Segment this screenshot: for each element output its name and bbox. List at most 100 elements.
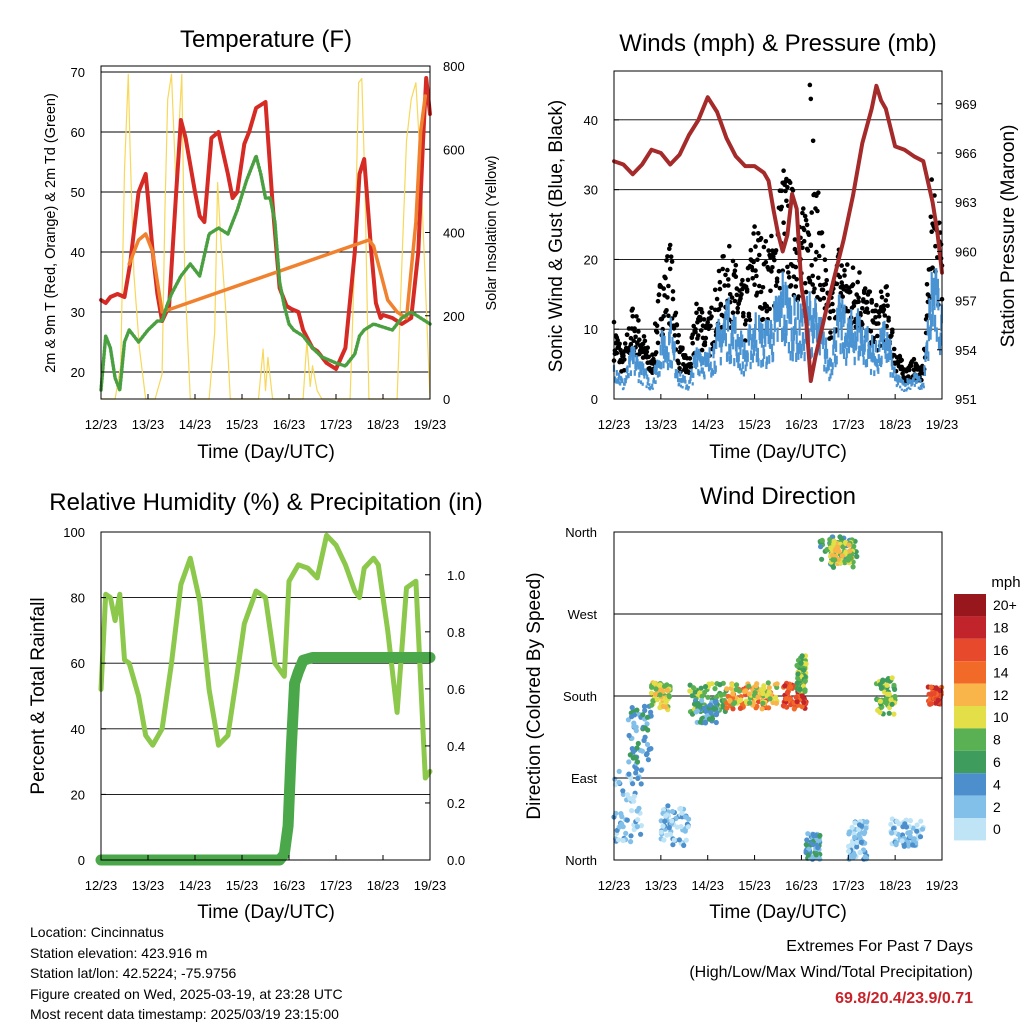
direction-point — [626, 732, 632, 739]
gust-point — [933, 243, 938, 249]
gust-point — [769, 269, 774, 274]
x-tick-label: 14/23 — [691, 878, 724, 893]
legend-swatch — [954, 728, 986, 751]
direction-point — [649, 702, 655, 708]
direction-point — [805, 831, 811, 837]
gust-point — [777, 285, 783, 291]
gust-point — [806, 232, 812, 237]
gust-point — [857, 270, 862, 275]
gust-point — [718, 301, 724, 307]
direction-point — [660, 823, 666, 829]
gust-point — [883, 298, 889, 303]
y-tick-label: 40 — [584, 113, 598, 128]
direction-point — [627, 752, 633, 758]
gust-point — [856, 299, 861, 305]
gust-point — [741, 310, 746, 316]
direction-point — [847, 829, 853, 835]
gust-point — [881, 307, 887, 312]
x-tick-label: 15/23 — [738, 878, 771, 893]
x-tick-label: 13/23 — [132, 417, 165, 432]
wind-direction-y-ticks: North East South West North — [563, 525, 619, 868]
temperature-title: Temperature (F) — [180, 26, 352, 53]
direction-point — [850, 564, 856, 570]
gust-point — [716, 307, 722, 312]
y-tick-label: 60 — [71, 125, 85, 140]
direction-point — [760, 700, 766, 706]
direction-point — [635, 740, 641, 747]
gust-point — [850, 265, 856, 271]
gust-point — [631, 338, 636, 344]
direction-point — [832, 547, 838, 553]
direction-point — [849, 824, 855, 831]
gust-point — [862, 286, 868, 291]
gust-point — [752, 282, 757, 288]
gust-point — [696, 333, 701, 338]
gust-point — [703, 335, 709, 341]
gust-point — [783, 188, 788, 194]
gust-point — [753, 244, 758, 249]
direction-point — [681, 842, 687, 849]
gust-point — [824, 278, 829, 283]
gust-point — [885, 303, 890, 309]
gust-point — [754, 273, 759, 279]
gust-point — [801, 238, 807, 244]
gust-point — [677, 366, 682, 371]
wind-direction-panel: Wind Direction 12/23 13/23 14/23 15/23 16/23… — [524, 483, 1021, 923]
direction-point — [687, 688, 693, 694]
direction-point — [773, 700, 780, 706]
direction-point — [612, 776, 618, 782]
direction-point — [846, 542, 852, 548]
direction-point — [705, 694, 711, 700]
wind-direction-points — [611, 534, 945, 862]
x-tick-label: 18/23 — [879, 417, 912, 432]
direction-point — [742, 689, 748, 695]
direction-point — [910, 842, 916, 848]
gust-point — [822, 257, 828, 263]
direction-point — [933, 685, 940, 691]
direction-point — [653, 686, 659, 692]
precip-line — [95, 652, 436, 866]
gust-point — [930, 265, 935, 271]
gust-point — [929, 229, 934, 234]
gust-point — [801, 227, 807, 233]
gust-point — [667, 242, 673, 248]
dewpoint-2m-line — [99, 154, 432, 392]
gust-point — [829, 335, 834, 340]
y-tick-label: East — [571, 771, 597, 786]
gust-point — [675, 339, 680, 345]
gust-point — [810, 282, 815, 287]
x-tick-label: 19/23 — [926, 878, 959, 893]
gust-point — [720, 266, 725, 272]
gust-point — [763, 239, 769, 244]
rh-line — [98, 532, 433, 781]
direction-point — [783, 696, 790, 702]
direction-point — [836, 548, 842, 554]
direction-point — [629, 808, 635, 814]
gust-point — [794, 277, 799, 282]
direction-point — [663, 704, 669, 710]
gust-point — [784, 198, 789, 204]
direction-point — [746, 691, 752, 697]
y-tick-label: 50 — [71, 185, 85, 200]
direction-point — [616, 768, 622, 775]
gust-point — [846, 308, 851, 314]
winds-x-label: Time (Day/UTC) — [709, 442, 847, 463]
gust-point — [697, 318, 703, 323]
y2-tick-label: 960 — [955, 244, 977, 259]
winds-y2-ticks: 951 954 957 960 963 966 969 — [937, 97, 977, 407]
direction-point — [620, 788, 626, 794]
direction-point — [894, 818, 900, 825]
gust-point — [816, 275, 821, 281]
gust-point — [699, 310, 705, 315]
direction-point — [628, 839, 634, 845]
y-tick-label: 30 — [584, 183, 598, 198]
gust-point — [808, 96, 814, 102]
gust-point — [845, 262, 850, 267]
direction-point — [935, 697, 941, 703]
y2-tick-label: 800 — [443, 59, 465, 74]
legend-label: 16 — [993, 642, 1009, 658]
direction-point — [852, 820, 858, 826]
direction-point — [627, 795, 633, 802]
legend-label: 6 — [993, 754, 1001, 770]
gust-point — [642, 338, 648, 344]
